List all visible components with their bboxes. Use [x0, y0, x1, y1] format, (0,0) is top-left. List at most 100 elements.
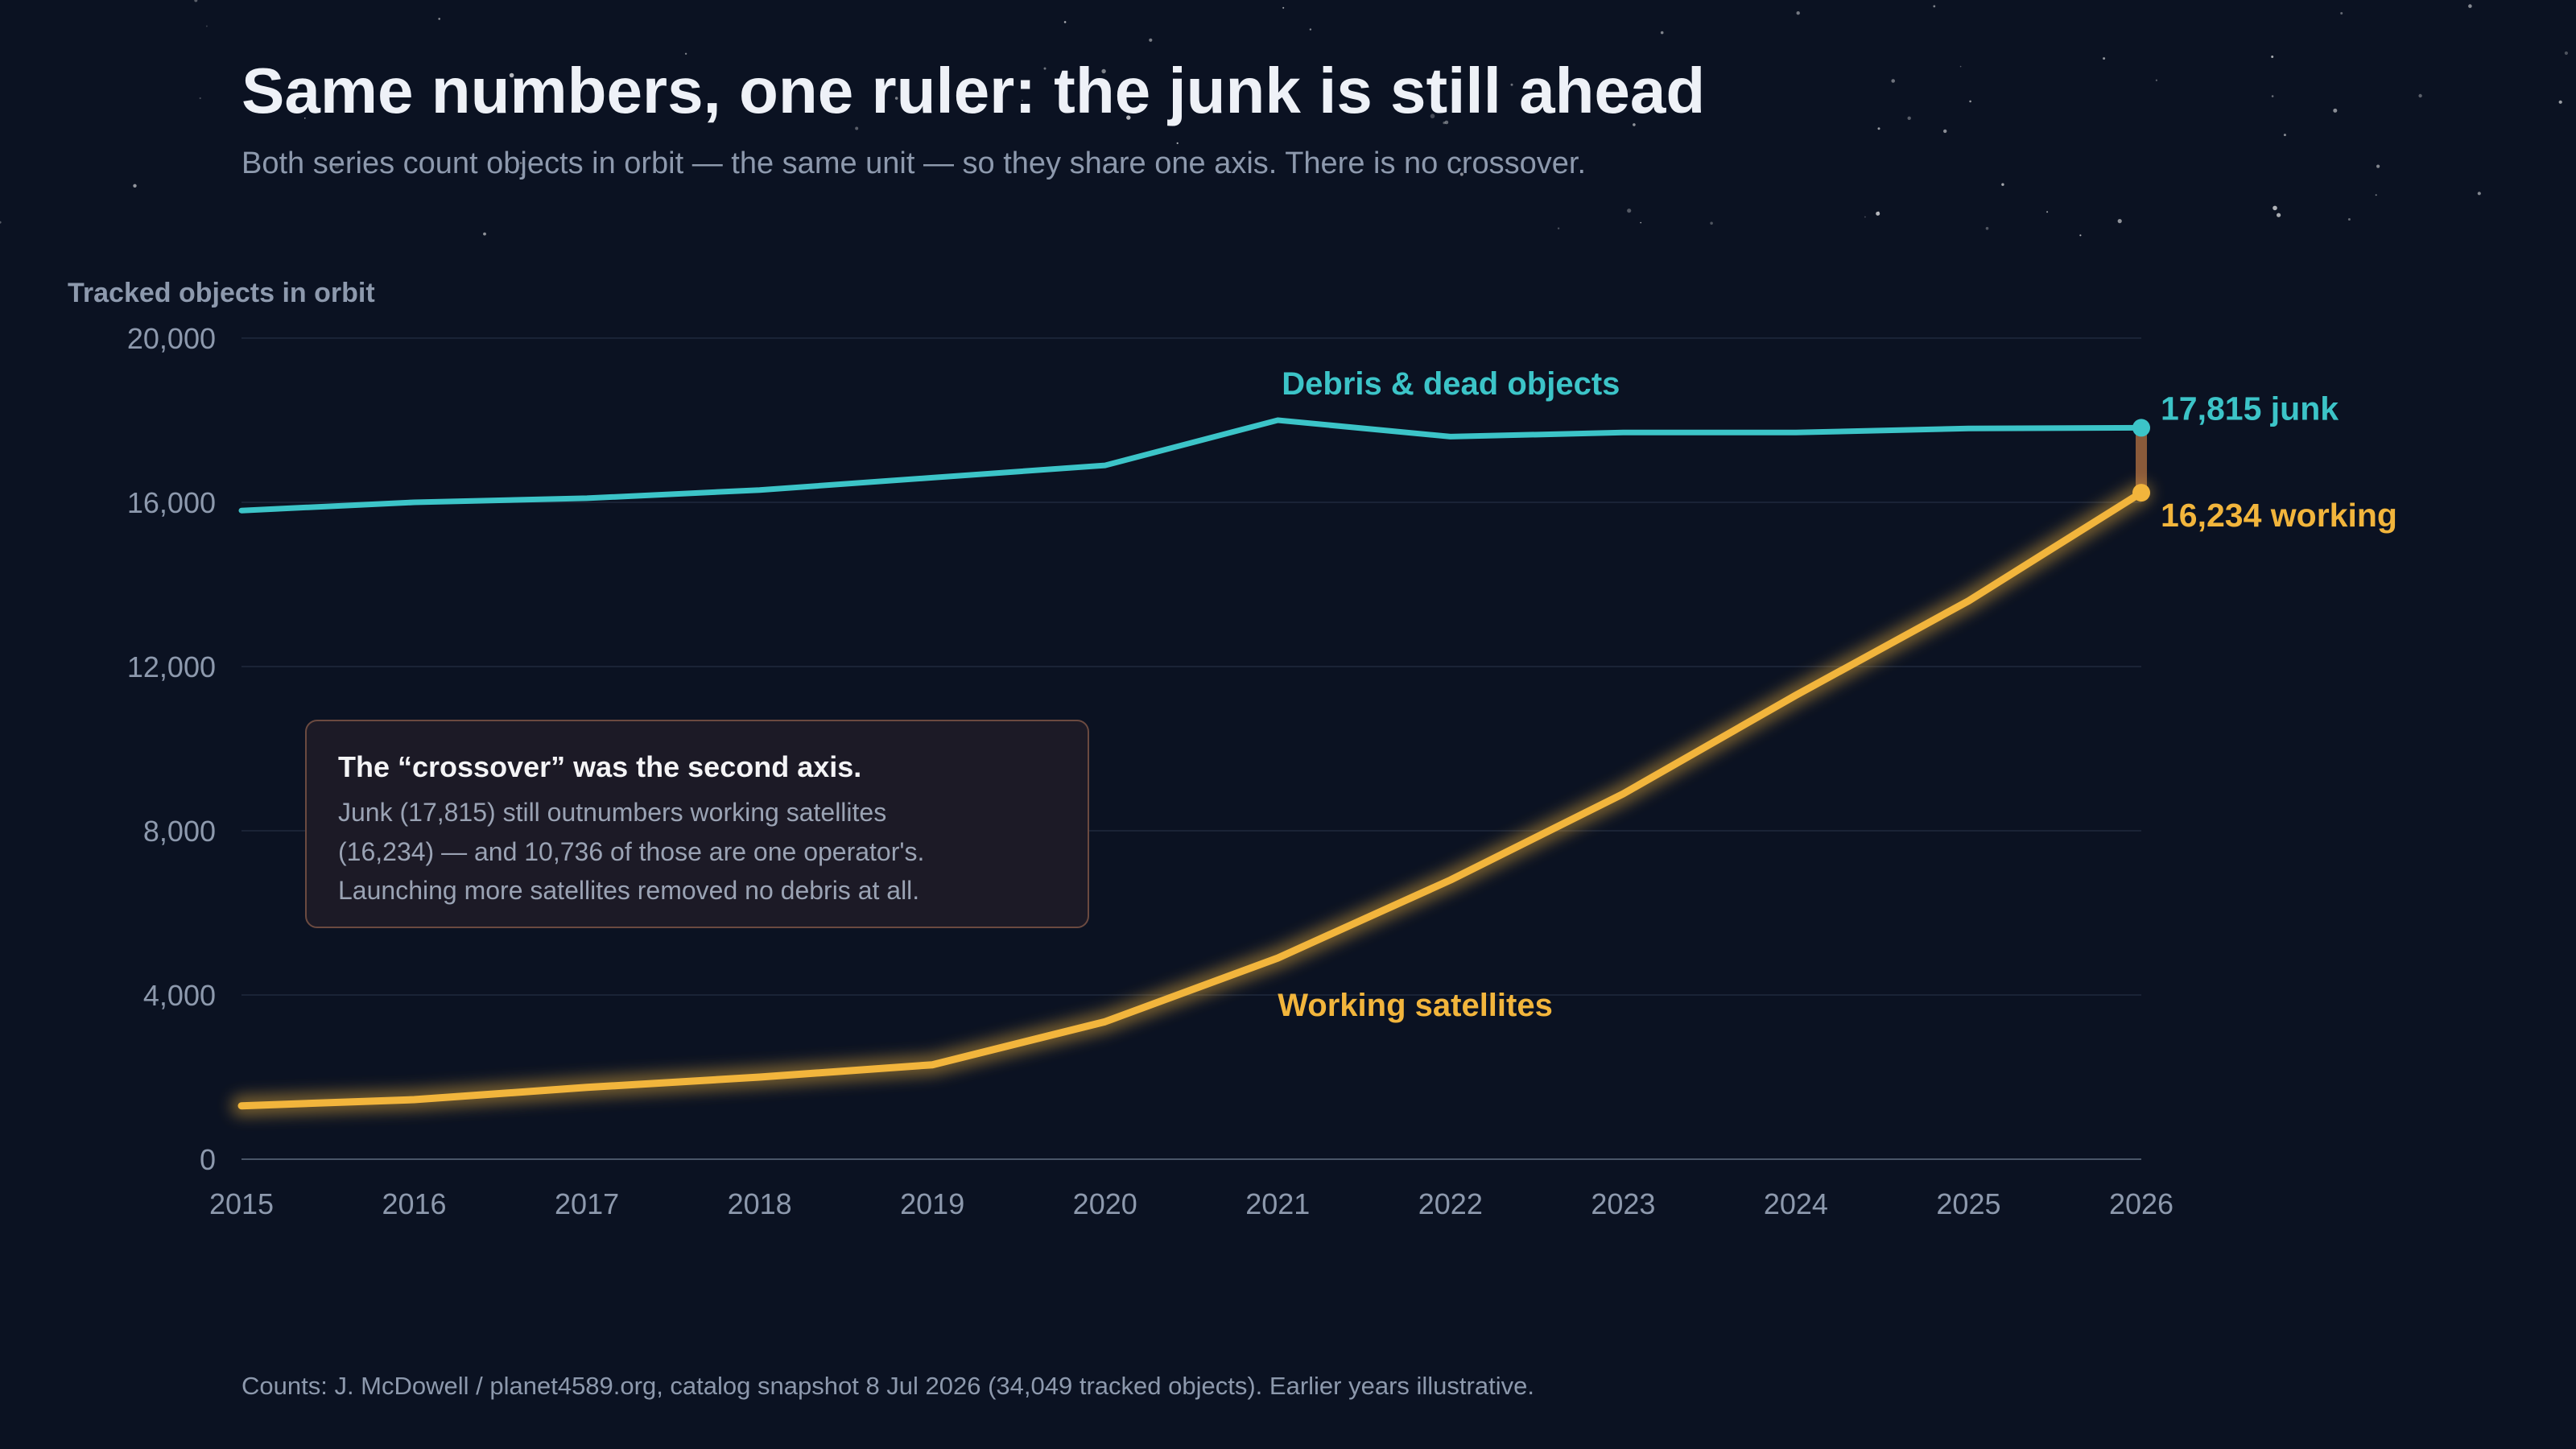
- star: [684, 52, 687, 56]
- star: [1176, 142, 1179, 144]
- x-tick-label: 2023: [1591, 1187, 1655, 1220]
- star: [2477, 192, 2481, 196]
- star: [2155, 79, 2157, 81]
- star: [2468, 4, 2472, 8]
- star: [1876, 211, 1880, 216]
- star: [2347, 218, 2351, 221]
- star: [1933, 5, 1936, 8]
- star: [1891, 79, 1895, 83]
- star: [1126, 115, 1131, 120]
- y-tick-label: 0: [200, 1143, 216, 1176]
- star: [1043, 67, 1046, 70]
- star: [1282, 6, 1285, 9]
- star: [133, 184, 137, 188]
- series-labels: Debris & dead objects Working satellites 1…: [1278, 366, 2397, 1023]
- star: [1444, 120, 1449, 125]
- star: [1959, 65, 1962, 68]
- star: [1985, 226, 1989, 230]
- star: [1063, 21, 1067, 23]
- y-axis-ticks: 0 4,000 8,000 12,000 16,000 20,000: [127, 322, 216, 1176]
- x-tick-label: 2025: [1936, 1187, 2000, 1220]
- callout-background: [305, 720, 1089, 928]
- star: [1443, 122, 1446, 125]
- star: [2273, 205, 2277, 211]
- star: [1796, 11, 1800, 15]
- star: [519, 162, 522, 164]
- star: [1907, 116, 1911, 120]
- star: [2340, 12, 2343, 14]
- star: [2376, 164, 2380, 168]
- series-label-debris: Debris & dead objects: [1282, 366, 1620, 402]
- series-line-debris: [238, 417, 2145, 514]
- star: [1459, 172, 1463, 176]
- working-end-point: [2132, 484, 2150, 502]
- star: [1640, 221, 1641, 224]
- star: [1877, 127, 1880, 130]
- star: [1710, 221, 1713, 225]
- source-note: Counts: J. McDowell / planet4589.org, ca…: [242, 1372, 1534, 1400]
- x-tick-label: 2020: [1073, 1187, 1137, 1220]
- star: [2271, 95, 2274, 97]
- star: [2333, 108, 2338, 113]
- star: [194, 0, 198, 2]
- debris-end-point: [2132, 419, 2150, 437]
- star: [509, 72, 514, 78]
- star: [1430, 114, 1435, 118]
- star: [1864, 216, 1866, 218]
- star: [199, 97, 201, 100]
- y-tick-label: 12,000: [127, 650, 216, 683]
- y-tick-label: 16,000: [127, 486, 216, 519]
- star: [2079, 234, 2082, 237]
- end-label-debris: 17,815 junk: [2161, 390, 2339, 427]
- x-tick-label: 2022: [1418, 1187, 1483, 1220]
- star: [1969, 100, 1971, 103]
- star: [521, 173, 524, 176]
- star: [894, 97, 898, 100]
- series-lines: [231, 417, 2152, 1117]
- star: [2418, 93, 2422, 98]
- x-tick-label: 2018: [728, 1187, 792, 1220]
- star: [1557, 227, 1560, 229]
- star: [334, 163, 339, 168]
- star: [2564, 51, 2568, 56]
- star: [2277, 213, 2281, 217]
- x-tick-label: 2016: [382, 1187, 446, 1220]
- star: [2283, 134, 2286, 137]
- star: [2558, 100, 2562, 104]
- y-tick-label: 8,000: [143, 815, 216, 848]
- star: [483, 232, 486, 236]
- callout-line: Junk (17,815) still outnumbers working s…: [338, 798, 886, 827]
- star: [1149, 38, 1153, 42]
- star: [1698, 102, 1700, 105]
- callout-box: The “crossover” was the second axis. Jun…: [305, 720, 1089, 928]
- x-tick-label: 2015: [209, 1187, 274, 1220]
- end-label-working: 16,234 working: [2161, 497, 2397, 534]
- star: [2046, 211, 2049, 213]
- chart-title: Same numbers, one ruler: the junk is sti…: [242, 55, 1705, 126]
- x-tick-label: 2026: [2109, 1187, 2174, 1220]
- x-tick-label: 2024: [1764, 1187, 1828, 1220]
- callout-line: Launching more satellites removed no deb…: [338, 876, 919, 905]
- callout-title: The “crossover” was the second axis.: [338, 750, 861, 783]
- star: [1309, 28, 1312, 31]
- star: [855, 126, 859, 130]
- y-axis-title: Tracked objects in orbit: [68, 278, 375, 308]
- star: [2103, 57, 2106, 60]
- star: [2375, 194, 2377, 196]
- star: [0, 221, 2, 224]
- star: [1660, 31, 1664, 35]
- x-tick-label: 2017: [555, 1187, 619, 1220]
- starfield-decoration: [0, 0, 2568, 237]
- x-axis-ticks: 2015 2016 2017 2018 2019 2020 2021 2022 2023 2024…: [209, 1187, 2174, 1220]
- star: [438, 18, 440, 20]
- star: [1064, 75, 1066, 77]
- chart-subtitle: Both series count objects in orbit — the…: [242, 147, 1586, 180]
- y-tick-label: 20,000: [127, 322, 216, 355]
- star: [2001, 183, 2004, 186]
- star: [1510, 83, 1513, 86]
- star: [2117, 219, 2122, 224]
- series-label-working: Working satellites: [1278, 988, 1553, 1023]
- star: [1633, 123, 1636, 126]
- y-tick-label: 4,000: [143, 979, 216, 1012]
